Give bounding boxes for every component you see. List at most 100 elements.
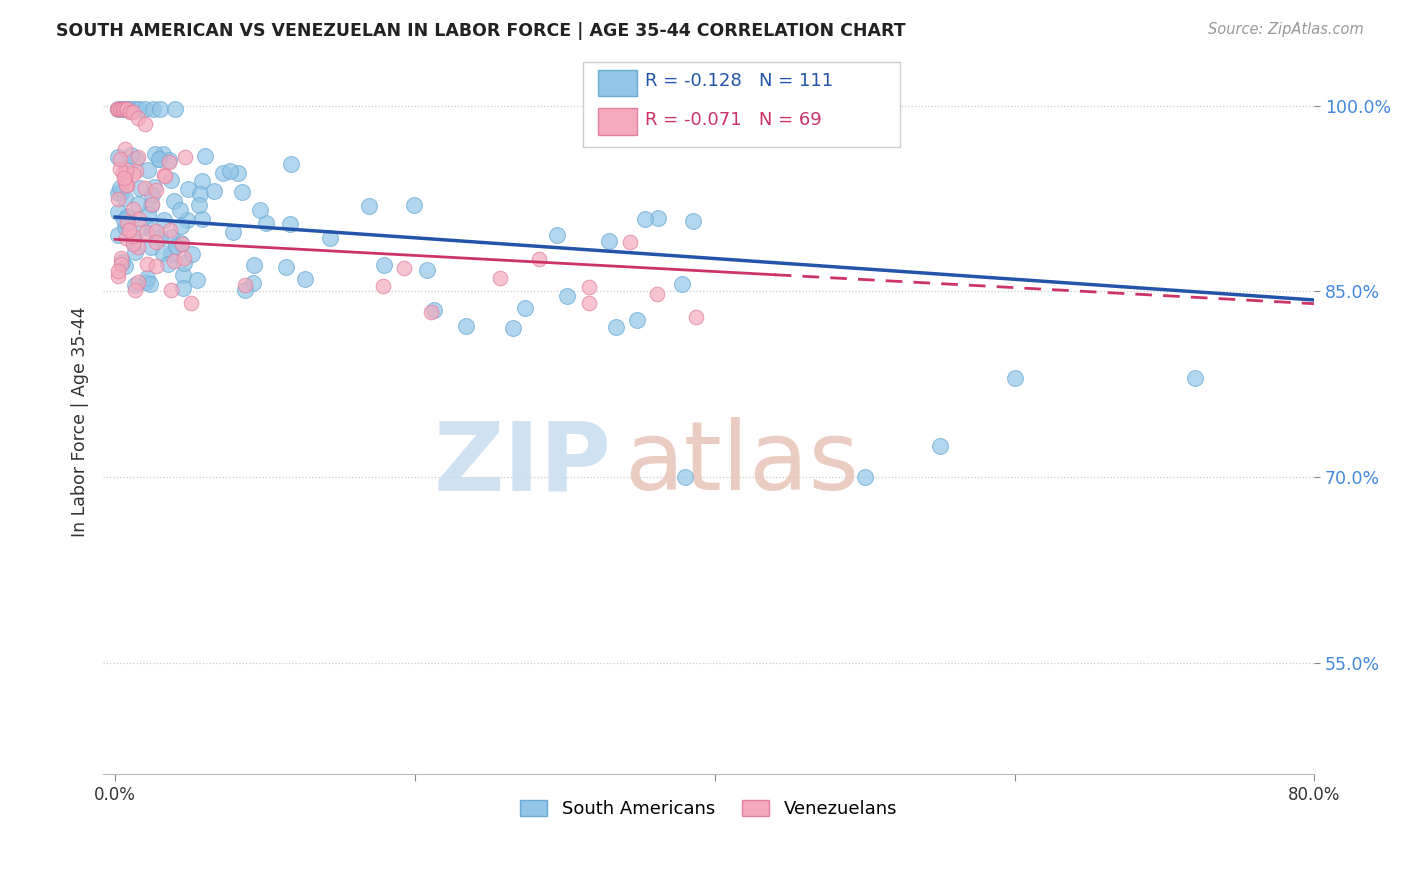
Point xyxy=(422,303,444,318)
Point xyxy=(219,164,242,178)
Point xyxy=(557,289,579,303)
Point xyxy=(578,296,600,310)
Point xyxy=(125,164,148,178)
Point xyxy=(111,255,134,269)
Point xyxy=(115,178,138,192)
Point xyxy=(124,277,146,292)
Point xyxy=(112,170,135,185)
Point xyxy=(128,212,150,227)
Point xyxy=(107,103,129,117)
Point xyxy=(249,203,271,218)
Point xyxy=(107,186,129,201)
Point xyxy=(502,321,524,335)
Point xyxy=(115,103,138,117)
Text: Source: ZipAtlas.com: Source: ZipAtlas.com xyxy=(1208,22,1364,37)
Point xyxy=(125,152,148,166)
Point xyxy=(928,439,950,453)
Point xyxy=(122,104,145,119)
Point xyxy=(165,238,187,252)
Point xyxy=(231,185,253,199)
Point xyxy=(1184,371,1206,385)
Point xyxy=(107,150,129,164)
Point xyxy=(127,196,149,211)
Point xyxy=(685,310,707,324)
Point xyxy=(1004,371,1026,385)
Point xyxy=(170,219,193,233)
Point xyxy=(127,275,149,289)
Point xyxy=(114,142,136,156)
Point xyxy=(110,161,132,176)
Point xyxy=(117,210,139,224)
Point xyxy=(124,283,146,297)
Point xyxy=(371,278,394,293)
Point xyxy=(115,215,138,229)
Point xyxy=(170,235,193,250)
Point xyxy=(134,117,156,131)
Point xyxy=(373,259,395,273)
Point xyxy=(153,169,176,183)
Point xyxy=(173,251,195,265)
Point xyxy=(152,147,174,161)
Point xyxy=(115,209,138,223)
Point xyxy=(578,280,600,294)
Point xyxy=(114,174,136,188)
Point xyxy=(235,283,257,297)
Point xyxy=(145,259,167,273)
Point xyxy=(233,277,256,292)
Point xyxy=(180,295,202,310)
Point xyxy=(108,152,131,166)
Point xyxy=(111,103,134,117)
Point xyxy=(120,103,142,117)
Point xyxy=(280,157,302,171)
Point xyxy=(107,205,129,219)
Point xyxy=(145,183,167,197)
Point xyxy=(112,212,135,227)
Point xyxy=(127,111,149,125)
Point xyxy=(176,181,198,195)
Point xyxy=(160,173,183,187)
Point xyxy=(176,213,198,227)
Point xyxy=(136,207,159,221)
Point xyxy=(454,319,477,334)
Point xyxy=(143,147,166,161)
Point xyxy=(172,268,194,283)
Point xyxy=(278,217,301,231)
Point xyxy=(173,256,195,270)
Point xyxy=(114,259,136,273)
Point xyxy=(114,166,136,180)
Point xyxy=(157,153,180,167)
Point xyxy=(274,260,297,274)
Point xyxy=(141,222,163,236)
Point xyxy=(122,228,145,243)
Point xyxy=(357,199,380,213)
Point xyxy=(110,103,132,117)
Point xyxy=(149,230,172,244)
Point xyxy=(136,163,159,178)
Point xyxy=(319,231,342,245)
Point xyxy=(110,103,132,117)
Point xyxy=(647,211,669,225)
Point xyxy=(169,202,191,217)
Point xyxy=(107,192,129,206)
Point xyxy=(173,281,195,295)
Point xyxy=(114,103,136,117)
Point xyxy=(186,273,208,287)
Point xyxy=(115,178,138,192)
Point xyxy=(294,271,316,285)
Point xyxy=(529,252,551,267)
Point xyxy=(110,251,132,265)
Point xyxy=(212,166,235,180)
Point xyxy=(188,198,211,212)
Point xyxy=(121,167,143,181)
Point xyxy=(107,264,129,278)
Point xyxy=(105,103,128,117)
Point xyxy=(124,103,146,117)
Point xyxy=(108,103,131,117)
Point xyxy=(112,103,135,117)
Point xyxy=(110,186,132,200)
Point xyxy=(110,257,132,271)
Point xyxy=(149,103,172,117)
Point xyxy=(114,219,136,234)
Point xyxy=(513,301,536,315)
Point xyxy=(152,246,174,260)
